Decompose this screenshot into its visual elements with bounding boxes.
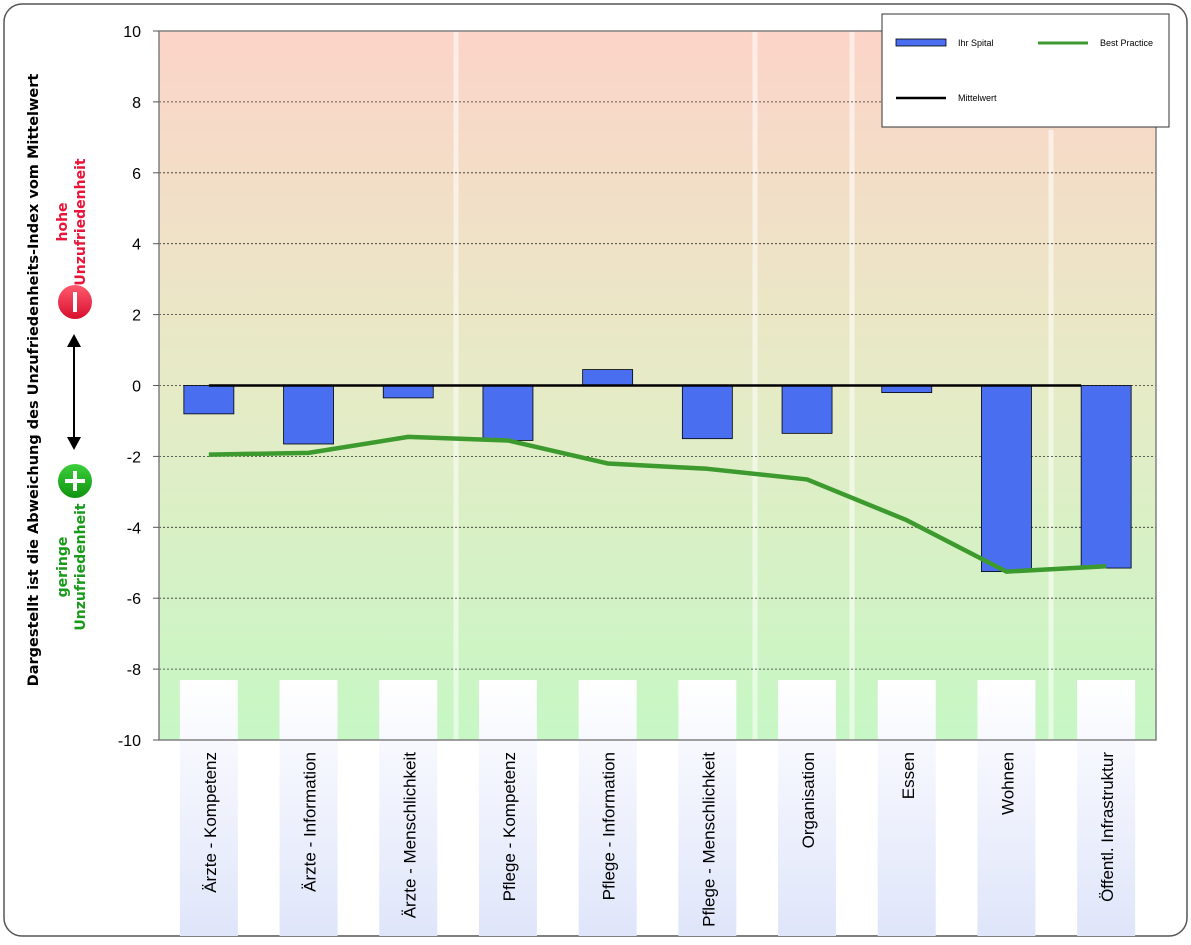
indicator-high-line2: Unzufriedenheit [73, 158, 89, 285]
category-label-box [279, 680, 338, 936]
bar-ihr-spital [681, 385, 733, 440]
category-label-box [877, 680, 936, 936]
bar-ihr-spital [482, 385, 534, 441]
x-category-label: Pflege - Information [600, 752, 619, 900]
best-practice-line [208, 434, 1107, 574]
y-tick-label: 2 [132, 308, 141, 325]
y-tick-label: 4 [132, 237, 141, 254]
plus-icon [58, 464, 92, 498]
bar-ihr-spital [183, 385, 235, 415]
legend-bar-swatch [895, 38, 947, 47]
x-category-label: Pflege - Kompetenz [500, 752, 519, 901]
indicator-high-line1: hohe [55, 202, 71, 241]
bar-ihr-spital [781, 385, 833, 434]
y-tick-label: -6 [127, 591, 141, 608]
y-axis-title: Dargestellt ist die Abweichung des Unzuf… [26, 74, 42, 687]
double-arrow-icon [67, 334, 81, 450]
x-category-label: Öffentl. Infrastruktur [1098, 752, 1117, 902]
y-tick-label: -2 [127, 449, 141, 466]
category-label-box [179, 680, 238, 936]
x-axis-labels: Ärzte - Kompetenz Ärzte - Information Ärzt… [201, 752, 1117, 927]
bar-ihr-spital [283, 385, 334, 445]
y-tick-label: -8 [127, 662, 141, 679]
legend-box [881, 13, 1170, 128]
category-label-box [578, 680, 637, 936]
x-category-label: Ärzte - Menschlichkeit [400, 752, 419, 919]
category-label-box [379, 680, 438, 936]
legend-line-label: Best Practice [1100, 38, 1153, 48]
x-category-label: Pflege - Menschlichkeit [699, 752, 718, 927]
bar-ihr-spital [1080, 385, 1132, 569]
bar-ihr-spital [382, 385, 434, 399]
category-label-box [678, 680, 737, 936]
bar-ihr-spital [981, 385, 1032, 573]
y-tick-label: -10 [118, 733, 141, 750]
category-label-box [778, 680, 837, 936]
category-label-box [977, 680, 1036, 936]
legend-bar-label: Ihr Spital [958, 38, 994, 48]
category-label-box [478, 680, 537, 936]
y-axis: 10 8 6 4 2 0 -2 -4 -6 -8 -10 [118, 24, 159, 750]
legend: Ihr Spital Best Practice Mittelwert [881, 13, 1170, 128]
minus-icon [58, 285, 92, 319]
indicator-low-line1: geringe [55, 537, 71, 598]
x-category-label: Ärzte - Kompetenz [201, 752, 220, 893]
bar-ihr-spital [582, 369, 634, 386]
y-tick-label: 8 [132, 95, 141, 112]
y-tick-label: 10 [123, 24, 141, 41]
indicator-low-line2: Unzufriedenheit [73, 503, 89, 630]
x-category-label: Wohnen [998, 752, 1017, 815]
y-tick-label: 0 [132, 379, 141, 396]
x-category-label: Essen [899, 752, 918, 799]
category-label-boxes [179, 680, 1136, 936]
legend-mean-label: Mittelwert [958, 93, 997, 103]
category-label-box [1077, 680, 1136, 936]
y-tick-label: 6 [132, 166, 141, 183]
x-category-label: Organisation [799, 752, 818, 848]
x-category-label: Ärzte - Information [301, 752, 320, 892]
y-tick-label: -4 [127, 520, 141, 537]
bars [183, 369, 1132, 573]
